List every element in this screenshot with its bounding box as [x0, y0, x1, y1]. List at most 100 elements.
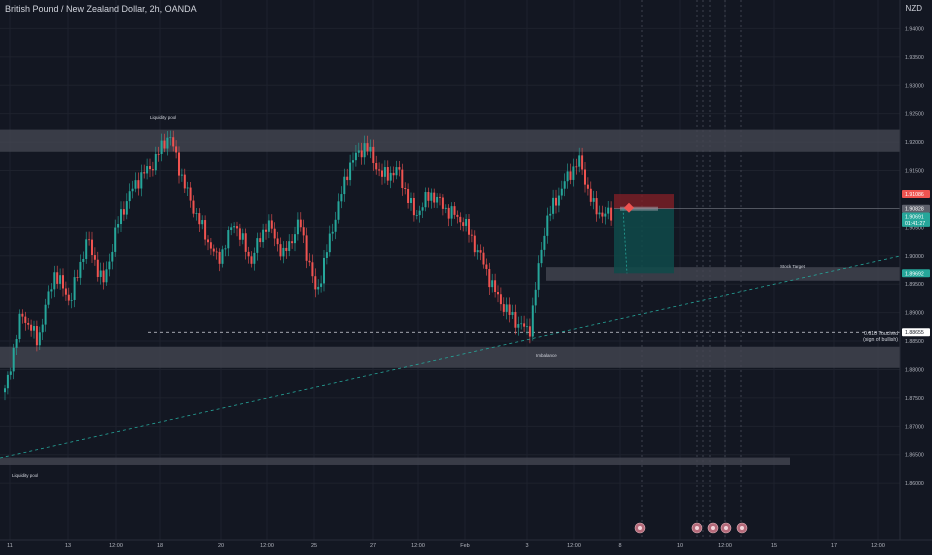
candle-body	[378, 169, 381, 171]
zone-rect	[0, 129, 900, 152]
candle-body	[589, 188, 592, 202]
candle-body	[601, 212, 604, 217]
candle-body	[540, 249, 543, 264]
candle-body	[534, 289, 537, 306]
y-tick-label: 1.89500	[905, 282, 924, 288]
candle-body	[337, 201, 340, 220]
candle-body	[569, 171, 572, 180]
event-icons[interactable]	[634, 522, 748, 534]
candle-body	[381, 170, 383, 177]
candle-body	[186, 187, 189, 189]
candle-body	[392, 172, 395, 176]
candle-body	[427, 192, 430, 201]
candle-body	[140, 172, 143, 189]
candle-body	[352, 160, 354, 163]
candle-body	[105, 269, 108, 283]
candle-body	[212, 248, 215, 252]
candle-body	[244, 233, 247, 252]
x-tick-label: 20	[218, 543, 224, 549]
y-tick-label: 1.87500	[905, 396, 924, 402]
price-tag-label: 1.89692	[905, 271, 924, 277]
candle-body	[363, 143, 366, 158]
candle-body	[299, 219, 302, 228]
price-tag-label: 1.91086	[905, 192, 924, 198]
candle-body	[508, 304, 511, 315]
candle-body	[288, 241, 291, 251]
x-tick-label: 12:00	[871, 543, 885, 549]
candle-body	[389, 172, 392, 181]
x-tick-label: 25	[311, 543, 317, 549]
price-tag-label: 1.90828	[905, 207, 924, 213]
price-tag-bg	[902, 269, 930, 278]
candle-body	[88, 239, 91, 241]
candle-body	[172, 137, 175, 147]
trendline-line	[0, 255, 901, 459]
trendline[interactable]	[0, 255, 901, 459]
candle-body	[143, 172, 146, 174]
candle-body	[198, 213, 201, 225]
candle-body	[279, 244, 282, 257]
candle-body	[163, 140, 166, 149]
candle-body	[456, 214, 459, 217]
candle-body	[117, 224, 120, 228]
zone-label: Imbalance	[536, 353, 557, 358]
y-tick-label: 1.93500	[905, 55, 924, 61]
candle-body	[154, 153, 157, 171]
candle-body	[18, 313, 21, 340]
candle-body	[291, 241, 294, 244]
candle-body	[209, 242, 212, 249]
position-tool[interactable]	[614, 194, 900, 274]
chart-title: British Pound / New Zealand Dollar, 2h, …	[5, 4, 197, 14]
candle-body	[549, 213, 552, 216]
y-tick-label: 1.92000	[905, 140, 924, 146]
candle-body	[230, 227, 233, 231]
candle-body	[9, 371, 12, 375]
candle-body	[285, 247, 288, 251]
candle-body	[528, 326, 531, 337]
price-tag-label: 1.90691	[905, 215, 924, 221]
zone-label: Liquidity pool	[150, 115, 176, 120]
candle-body	[238, 228, 241, 240]
candle-body	[592, 198, 595, 202]
candle-body	[572, 166, 575, 180]
candle-body	[53, 272, 56, 290]
candle-body	[114, 227, 117, 252]
candle-body	[178, 152, 180, 176]
x-tick-label: 12:00	[260, 543, 274, 549]
candle-body	[494, 280, 497, 293]
candle-body	[604, 213, 607, 217]
candle-body	[85, 239, 88, 259]
x-tick-label: 11	[7, 543, 13, 549]
x-tick-label: 3	[525, 543, 528, 549]
candle-body	[401, 169, 404, 189]
time-axis[interactable]: 11 13 12:00 18 20 12:00 25 27 12:00 Feb 3 12:00 8 10 1…	[0, 539, 932, 550]
candle-body	[546, 215, 549, 236]
candle-body	[563, 181, 566, 189]
candle-body	[122, 209, 125, 215]
candle-body	[305, 235, 308, 261]
candle-body	[476, 250, 479, 253]
candle-body	[207, 239, 209, 243]
x-tick-label: 12:00	[411, 543, 425, 549]
zone-rect	[0, 457, 790, 465]
candle-body	[552, 197, 555, 214]
price-tag-bg	[902, 218, 930, 227]
candle-body	[354, 152, 357, 161]
candle-body	[595, 198, 598, 215]
candle-body	[328, 233, 331, 253]
candle-body	[27, 322, 30, 325]
candle-body	[479, 250, 482, 253]
y-tick-label: 1.91500	[905, 169, 924, 175]
candle-body	[418, 210, 421, 216]
candle-body	[79, 261, 82, 278]
candle-body	[584, 169, 586, 185]
y-tick-label: 1.90000	[905, 254, 924, 260]
candle-body	[259, 238, 262, 243]
candle-body	[73, 277, 76, 300]
x-tick-label: 8	[618, 543, 621, 549]
candle-body	[520, 323, 523, 325]
candle-body	[38, 332, 41, 346]
candle-body	[598, 212, 601, 215]
